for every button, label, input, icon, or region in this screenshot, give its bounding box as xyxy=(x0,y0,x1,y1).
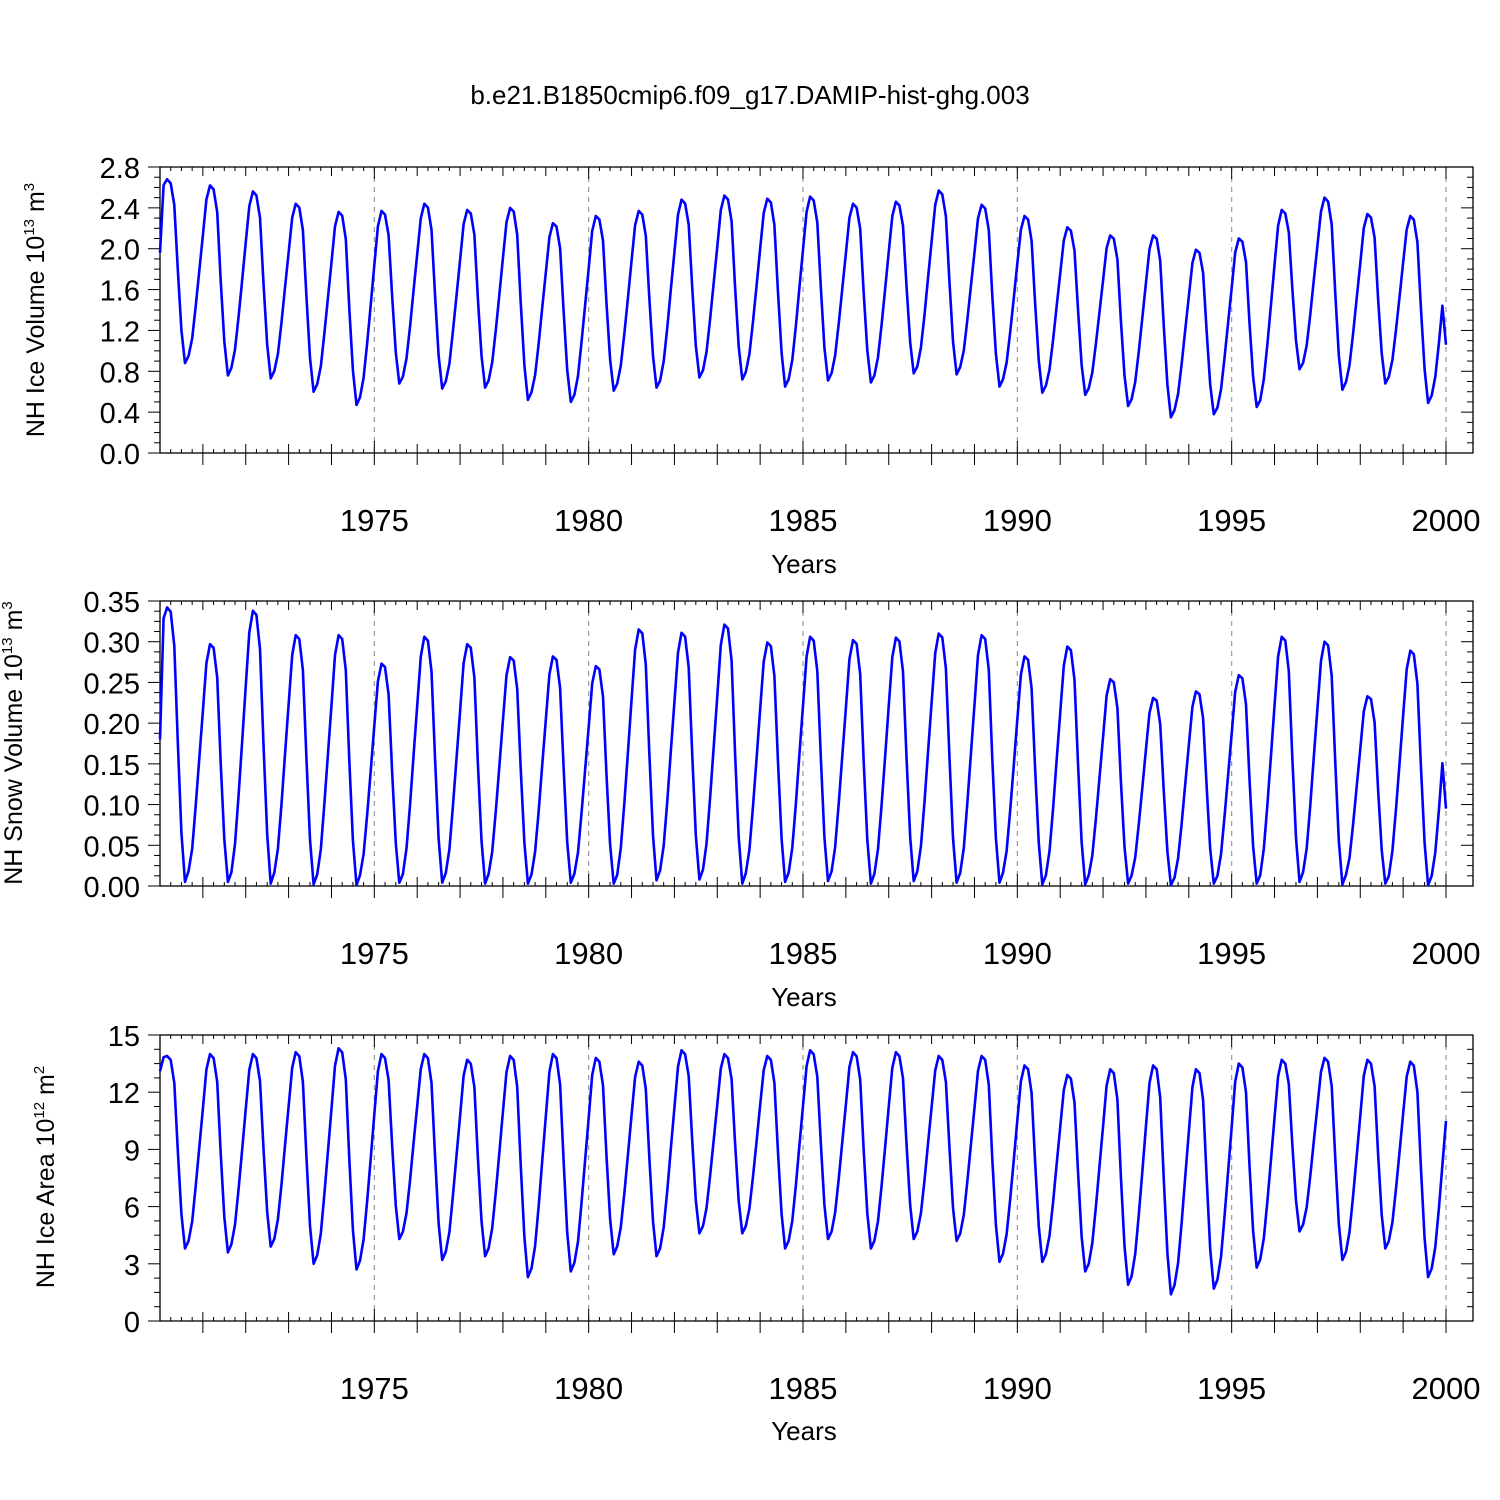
x-tick-label: 2000 xyxy=(1412,503,1481,538)
y-tick-label: 9 xyxy=(124,1135,140,1167)
y-tick-label: 2.4 xyxy=(100,194,140,226)
y-tick-label: 0.35 xyxy=(84,587,140,619)
y-tick-label: 0.4 xyxy=(100,398,140,430)
x-tick-label: 1995 xyxy=(1197,1371,1266,1406)
series-line xyxy=(158,1047,1448,1296)
ylabel-snow-volume: NH Snow Volume 1013 m3 xyxy=(0,601,28,885)
x-tick-label: 1975 xyxy=(340,936,409,971)
y-tick-label: 0.30 xyxy=(84,628,140,660)
x-tick-label: 1975 xyxy=(340,1371,409,1406)
y-tick-label: 0.10 xyxy=(84,791,140,823)
y-tick-label: 0.8 xyxy=(100,357,140,389)
y-tick-label: 0.25 xyxy=(84,668,140,700)
x-tick-label: 1995 xyxy=(1197,936,1266,971)
series-line xyxy=(158,178,1448,419)
x-tick-label: 1990 xyxy=(983,936,1052,971)
ylabel-ice-area: NH Ice Area 1012 m2 xyxy=(31,1066,60,1288)
x-tick-label: 1995 xyxy=(1197,503,1266,538)
x-tick-label: 2000 xyxy=(1412,1371,1481,1406)
xlabel-ice-volume: Years xyxy=(771,549,837,579)
y-tick-label: 15 xyxy=(108,1021,140,1053)
y-tick-label: 6 xyxy=(124,1193,140,1225)
panel-snow-volume: NH Snow Volume 1013 m3 Years 1975 1980 198… xyxy=(0,587,1480,1012)
y-tick-label: 0.05 xyxy=(84,831,140,863)
ylabel-ice-volume: NH Ice Volume 1013 m3 xyxy=(21,183,50,437)
y-tick-label: 2.8 xyxy=(100,153,140,185)
x-tick-label: 1990 xyxy=(983,503,1052,538)
x-tick-label: 1980 xyxy=(554,1371,623,1406)
x-tick-label: 1990 xyxy=(983,1371,1052,1406)
x-tick-label: 1975 xyxy=(340,503,409,538)
y-tick-label: 12 xyxy=(108,1078,140,1110)
y-tick-label: 1.6 xyxy=(100,276,140,308)
x-tick-label: 1985 xyxy=(769,503,838,538)
y-tick-label: 0.15 xyxy=(84,750,140,782)
series-line xyxy=(158,606,1448,887)
y-tick-label: 0.20 xyxy=(84,709,140,741)
xlabel-ice-area: Years xyxy=(771,1416,837,1446)
panel-ice-volume: NH Ice Volume 1013 m3 Years 1975 1980 1985… xyxy=(21,153,1480,579)
x-tick-label: 1980 xyxy=(554,503,623,538)
y-tick-label: 0.00 xyxy=(84,872,140,904)
x-tick-label: 1980 xyxy=(554,936,623,971)
figure-title: b.e21.B1850cmip6.f09_g17.DAMIP-hist-ghg.… xyxy=(470,80,1029,110)
y-tick-label: 0.0 xyxy=(100,439,140,471)
y-tick-label: 3 xyxy=(124,1250,140,1282)
y-tick-label: 0 xyxy=(124,1307,140,1339)
panel-ice-area: NH Ice Area 1012 m2 Years 1975 1980 1985 19… xyxy=(31,1021,1480,1446)
plot-frame xyxy=(159,600,1474,887)
x-tick-label: 1985 xyxy=(769,936,838,971)
x-tick-label: 1985 xyxy=(769,1371,838,1406)
y-tick-label: 1.2 xyxy=(100,316,140,348)
x-tick-label: 2000 xyxy=(1412,936,1481,971)
y-tick-label: 2.0 xyxy=(100,235,140,267)
xlabel-snow-volume: Years xyxy=(771,982,837,1012)
